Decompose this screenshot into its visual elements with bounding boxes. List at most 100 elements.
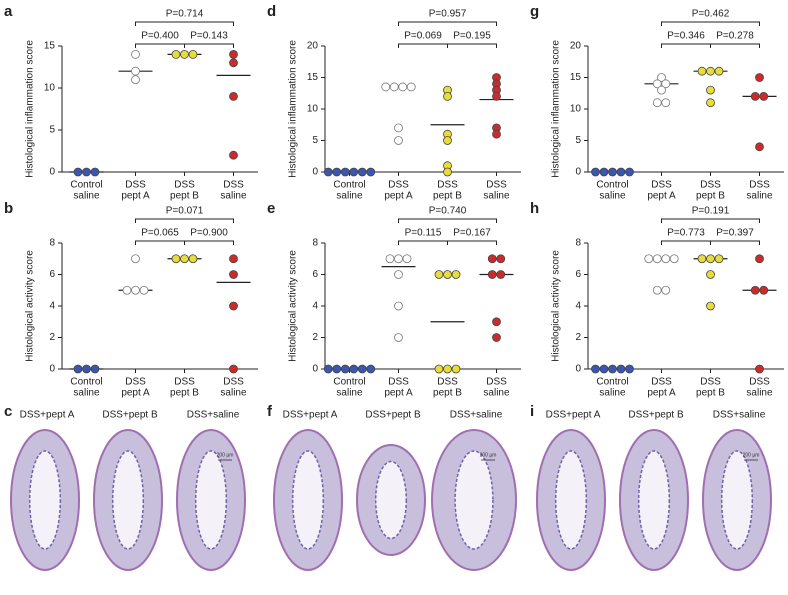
x-tick-label: pept B: [696, 388, 725, 399]
y-tick-label: 10: [570, 104, 582, 115]
data-point: [90, 167, 100, 177]
data-point: [706, 98, 715, 108]
data-point: [669, 254, 679, 264]
data-point: [394, 254, 403, 264]
comparison-bracket: [135, 21, 234, 26]
comparison-bracket: [447, 43, 497, 48]
y-tick-label: 2: [49, 332, 55, 343]
x-tick-label: saline: [220, 388, 247, 399]
data-point: [755, 73, 764, 82]
data-point: [652, 79, 662, 89]
data-point: [661, 79, 671, 89]
scale-bar-label: 200 µm: [743, 452, 760, 458]
comparison-bracket: [184, 43, 234, 48]
comparison-bracket: [661, 43, 711, 48]
data-point: [131, 285, 140, 295]
x-tick-label: saline: [73, 191, 100, 202]
panel-label: b: [4, 200, 13, 217]
data-point: [706, 85, 715, 95]
data-point: [131, 254, 140, 264]
data-point: [625, 167, 634, 177]
y-tick-label: 20: [570, 41, 582, 52]
data-point: [394, 123, 403, 133]
p-value: P=0.115: [405, 228, 442, 239]
data-point: [443, 136, 452, 145]
data-point: [229, 50, 238, 59]
data-point: [443, 270, 452, 279]
data-point: [591, 364, 600, 374]
data-point: [451, 364, 461, 374]
comparison-bracket: [710, 240, 760, 245]
y-tick-label: 20: [307, 41, 319, 52]
x-tick-label: pept B: [433, 191, 462, 202]
x-tick-label: Control: [333, 377, 365, 388]
data-point: [366, 167, 376, 177]
data-point: [90, 364, 100, 374]
y-tick-label: 4: [312, 301, 318, 312]
data-point: [697, 66, 707, 76]
data-point: [755, 142, 764, 152]
comparison-bracket: [135, 43, 185, 48]
x-tick-label: pept B: [696, 191, 725, 202]
tissue-lumen: [554, 450, 588, 550]
data-point: [323, 167, 333, 177]
data-point: [131, 50, 140, 59]
x-tick-label: DSS: [223, 180, 244, 191]
p-value: P=0.900: [190, 228, 228, 239]
data-point: [434, 270, 444, 279]
data-point: [706, 301, 715, 311]
data-point: [608, 167, 617, 177]
comparison-bracket: [710, 43, 760, 48]
x-tick-label: saline: [336, 388, 363, 399]
data-point: [706, 254, 715, 264]
x-tick-label: pept A: [647, 388, 676, 399]
data-point: [625, 364, 634, 374]
y-axis-label: Histological activity score: [551, 250, 562, 362]
p-value: P=0.773: [667, 228, 705, 239]
y-tick-label: 8: [312, 238, 318, 249]
data-point: [171, 50, 181, 59]
y-tick-label: 6: [575, 269, 581, 280]
data-point: [616, 167, 626, 177]
x-tick-label: DSS: [651, 377, 672, 388]
data-point: [122, 285, 132, 295]
image-caption: DSS+pept A: [20, 410, 75, 421]
image-caption: DSS+pept A: [546, 410, 601, 421]
panel-label: f: [267, 403, 273, 420]
data-point: [661, 254, 671, 264]
y-tick-label: 6: [312, 269, 318, 280]
data-point: [434, 364, 444, 374]
x-tick-label: Control: [70, 377, 102, 388]
comparison-bracket: [184, 240, 234, 245]
y-tick-label: 0: [49, 167, 55, 178]
x-tick-label: DSS: [437, 180, 458, 191]
data-point: [759, 285, 769, 295]
p-value: P=0.740: [429, 206, 467, 217]
comparison-bracket: [398, 43, 448, 48]
data-point: [131, 66, 140, 76]
data-point: [229, 301, 238, 311]
y-axis-label: Histological activity score: [25, 250, 36, 362]
tissue-lumen: [454, 450, 494, 550]
x-tick-label: Control: [596, 377, 628, 388]
data-point: [661, 285, 671, 295]
data-point: [714, 66, 724, 76]
p-value: P=0.957: [429, 9, 467, 20]
panel-label: h: [530, 200, 539, 217]
tissue-lumen: [291, 450, 325, 550]
y-tick-label: 10: [307, 104, 319, 115]
x-tick-label: pept A: [121, 191, 150, 202]
data-point: [759, 92, 769, 101]
y-tick-label: 4: [575, 301, 581, 312]
p-value: P=0.346: [667, 31, 705, 42]
y-tick-label: 0: [575, 167, 581, 178]
panel-label: c: [4, 403, 12, 420]
data-point: [389, 82, 399, 92]
data-point: [349, 167, 359, 177]
data-point: [394, 333, 403, 342]
x-tick-label: DSS: [749, 377, 770, 388]
x-tick-label: pept A: [647, 191, 676, 202]
data-point: [487, 254, 497, 264]
tissue-lumen: [111, 450, 145, 550]
scale-bar-label: 200 µm: [217, 452, 234, 458]
